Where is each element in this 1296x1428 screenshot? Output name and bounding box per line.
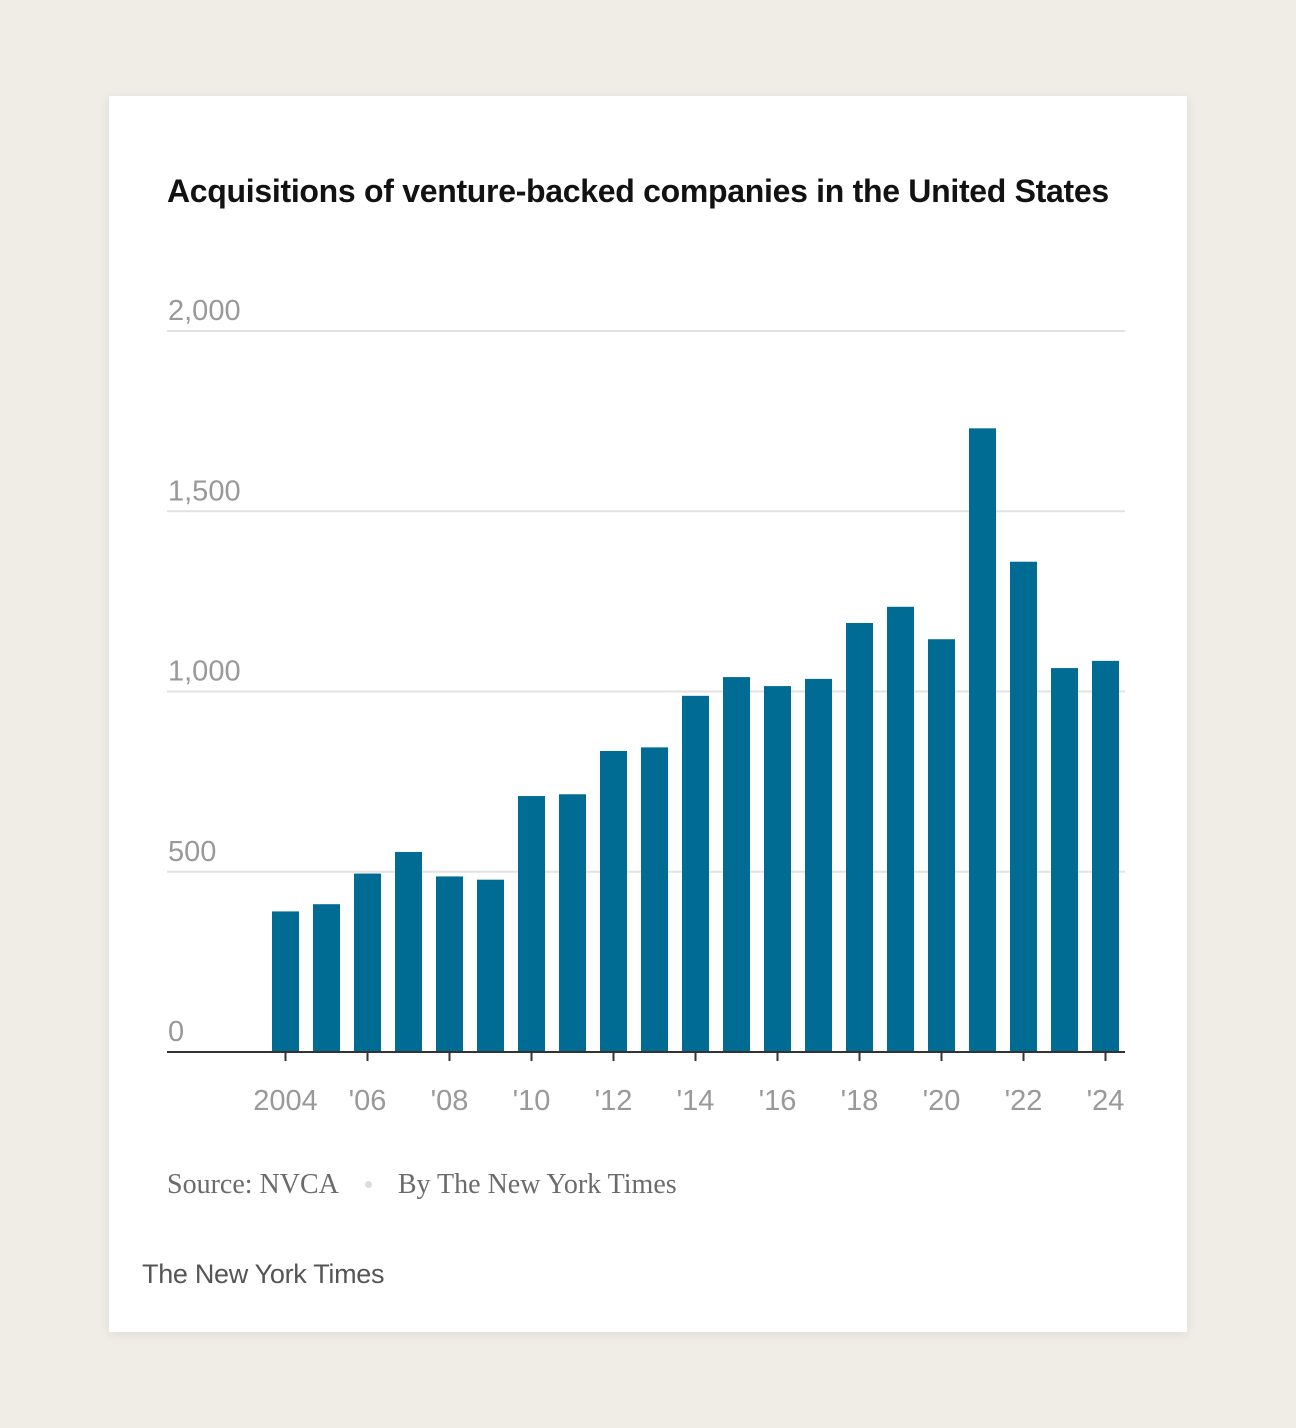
x-axis: 2004 '06 '08 '10 '12 '14 '16 '18 '20 '22 '24 <box>167 1051 1125 1117</box>
bar-2019 <box>887 606 914 1052</box>
bar-2012 <box>600 750 627 1052</box>
bar-2008 <box>436 876 463 1052</box>
y-tick-label: 2,000 <box>168 295 241 327</box>
bar-2016 <box>764 686 791 1052</box>
x-tick-label: '12 <box>595 1085 633 1117</box>
bar-2015 <box>723 677 750 1052</box>
source-text: Source: NVCA <box>167 1169 339 1200</box>
x-tick-label: '06 <box>349 1085 387 1117</box>
chart-card: Acquisitions of venture-backed companies… <box>109 96 1187 1332</box>
x-tick-label: '08 <box>431 1085 469 1117</box>
bar-2009 <box>477 879 504 1052</box>
credit-text: By The New York Times <box>397 1169 677 1200</box>
bar-2006 <box>354 873 381 1052</box>
x-tick-label: '22 <box>1005 1085 1043 1117</box>
bar-2018 <box>846 623 873 1052</box>
y-tick-label: 1,000 <box>168 656 241 688</box>
bar-2011 <box>559 794 586 1052</box>
bar-2007 <box>395 851 422 1052</box>
bar-2004 <box>272 911 299 1052</box>
bar-2014 <box>682 695 709 1052</box>
x-tick-label: '14 <box>677 1085 715 1117</box>
bar-2024 <box>1092 660 1119 1052</box>
bar-2013 <box>641 747 668 1052</box>
y-tick-label: 1,500 <box>168 475 241 507</box>
chart-title: Acquisitions of venture-backed companies… <box>167 173 1109 209</box>
separator-dot <box>364 1181 372 1189</box>
y-tick-label: 500 <box>168 836 216 868</box>
bar-2022 <box>1010 561 1037 1052</box>
x-tick-label: 2004 <box>253 1085 318 1117</box>
x-tick-label: '20 <box>923 1085 961 1117</box>
bar-2017 <box>805 678 832 1052</box>
x-tick-label: '24 <box>1087 1085 1125 1117</box>
x-tick-label: '18 <box>841 1085 879 1117</box>
bars <box>272 428 1119 1053</box>
x-tick-label: '16 <box>759 1085 797 1117</box>
source-line: Source: NVCA By The New York Times <box>167 1169 677 1201</box>
bar-chart: 0 500 1,000 1,500 2,000 2004 '06 '08 '10 '12 '14 '… <box>167 295 1125 1117</box>
bar-2023 <box>1051 668 1078 1052</box>
y-tick-label: 0 <box>168 1016 184 1048</box>
brand-logo-text: The New York Times <box>142 1259 385 1289</box>
bar-2010 <box>518 796 545 1052</box>
bar-2021 <box>969 428 996 1053</box>
bar-2020 <box>928 639 955 1052</box>
x-tick-label: '10 <box>513 1085 551 1117</box>
bar-2005 <box>313 904 340 1052</box>
